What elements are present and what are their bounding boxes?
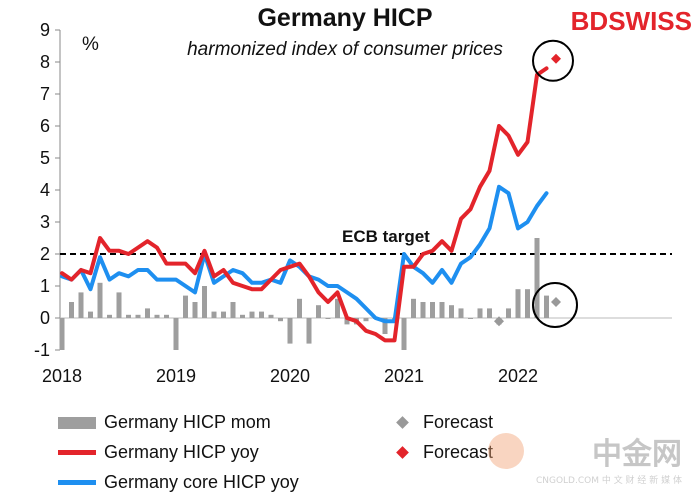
bar-mom	[249, 311, 255, 318]
bar-mom	[126, 314, 131, 318]
bar-mom	[164, 314, 169, 318]
brand-logo: BDSWISS	[571, 6, 692, 37]
y-tick-label: 7	[40, 84, 50, 104]
legend-mom: Germany HICP mom	[58, 412, 271, 433]
bar-mom	[325, 318, 331, 319]
y-tick-label: 5	[40, 148, 50, 168]
bar-mom	[183, 295, 188, 318]
forecast-diamond	[551, 297, 561, 307]
y-tick-label: 4	[40, 180, 50, 200]
y-tick-label: 0	[40, 308, 50, 328]
y-tick-label: 3	[40, 212, 50, 232]
bar-mom	[458, 308, 464, 318]
watermark-main: 中金网	[592, 437, 682, 472]
brand-part2: SWISS	[608, 6, 692, 36]
bar-mom	[420, 302, 426, 318]
bar-mom	[116, 292, 122, 318]
chart-subtitle: harmonized index of consumer prices	[187, 39, 503, 60]
bar-mom	[97, 282, 103, 318]
bar-mom	[230, 302, 236, 318]
bar-mom	[306, 318, 312, 344]
line-hicp-yoy	[60, 66, 549, 343]
bar-mom	[278, 318, 283, 322]
legend-label-core: Germany core HICP yoy	[104, 472, 299, 492]
legend-diamond-grey-icon	[396, 416, 409, 429]
bar-mom	[544, 295, 549, 318]
legend-forecast-yoy: Forecast	[396, 442, 494, 463]
x-tick-label: 2020	[270, 366, 310, 386]
legend-label-yoy: Germany HICP yoy	[104, 442, 259, 462]
bar-mom	[69, 302, 74, 318]
bar-mom	[506, 308, 511, 318]
bar-mom	[477, 308, 483, 318]
y-unit-label: %	[82, 34, 99, 55]
bar-mom	[88, 311, 93, 318]
legend-yoy: Germany HICP yoy	[58, 442, 259, 463]
bar-mom	[145, 308, 150, 318]
y-tick-label: 8	[40, 52, 50, 72]
legend-label-forecast-yoy: Forecast	[423, 442, 494, 462]
bar-mom	[211, 311, 217, 318]
brand-part1: BD	[570, 6, 609, 36]
legend-label-mom: Germany HICP mom	[104, 412, 271, 432]
bar-mom	[344, 318, 350, 325]
bar-mom	[78, 292, 84, 318]
legend-diamond-red-icon	[396, 446, 409, 459]
bar-mom	[297, 298, 302, 318]
y-tick-label: 1	[40, 276, 50, 296]
bar-mom	[240, 314, 245, 318]
bar-mom	[268, 314, 274, 318]
legend-swatch-yoy	[58, 450, 96, 455]
bar-mom	[135, 314, 141, 318]
legend-forecast-mom: Forecast	[396, 412, 494, 433]
bar-mom	[59, 318, 65, 350]
watermark-sub: CNGOLD.COM 中 文 财 经 新 媒 体	[535, 476, 682, 486]
y-tick-label: -1	[34, 340, 50, 360]
bar-mom	[430, 302, 435, 318]
y-tick-label: 6	[40, 116, 50, 136]
x-tick-label: 2022	[498, 366, 538, 386]
bar-mom	[107, 314, 112, 318]
chart-title: Germany HICP	[257, 4, 433, 32]
watermark-logo-icon	[487, 433, 524, 469]
bar-mom	[382, 318, 388, 334]
forecast-diamond	[494, 316, 504, 327]
watermark: 中金网 CNGOLD.COM 中 文 财 经 新 媒 体	[487, 429, 682, 486]
x-tick-label: 2021	[384, 366, 424, 386]
legend-label-forecast-mom: Forecast	[423, 412, 494, 432]
bar-mom	[154, 314, 160, 318]
bar-mom	[515, 289, 521, 318]
bar-mom	[335, 298, 340, 318]
y-tick-label: 9	[40, 20, 50, 40]
bar-mom	[439, 302, 445, 318]
bar-mom	[468, 318, 473, 319]
bar-mom	[401, 318, 407, 350]
bar-mom	[287, 318, 293, 344]
bar-mom	[534, 238, 540, 318]
bar-mom	[525, 289, 530, 318]
bar-mom	[192, 302, 198, 318]
bar-mom	[221, 311, 226, 318]
bar-mom	[259, 311, 264, 318]
bar-mom	[363, 318, 369, 322]
bar-mom	[202, 286, 207, 318]
bar-mom	[487, 308, 492, 318]
x-tick-label: 2019	[156, 366, 196, 386]
forecast-diamond	[551, 53, 561, 64]
bar-mom	[173, 318, 179, 350]
ecb-target-label: ECB target	[342, 227, 430, 246]
highlight-circle-yoy	[532, 39, 574, 82]
legend-swatch-mom	[58, 416, 96, 429]
legend-swatch-core	[58, 480, 96, 485]
bar-mom	[449, 305, 454, 318]
bar-mom	[316, 305, 321, 318]
x-tick-label: 2018	[42, 366, 82, 386]
y-tick-label: 2	[40, 244, 50, 264]
bar-mom	[411, 298, 416, 318]
highlight-circle-mom	[532, 282, 578, 328]
legend-core: Germany core HICP yoy	[58, 472, 299, 493]
